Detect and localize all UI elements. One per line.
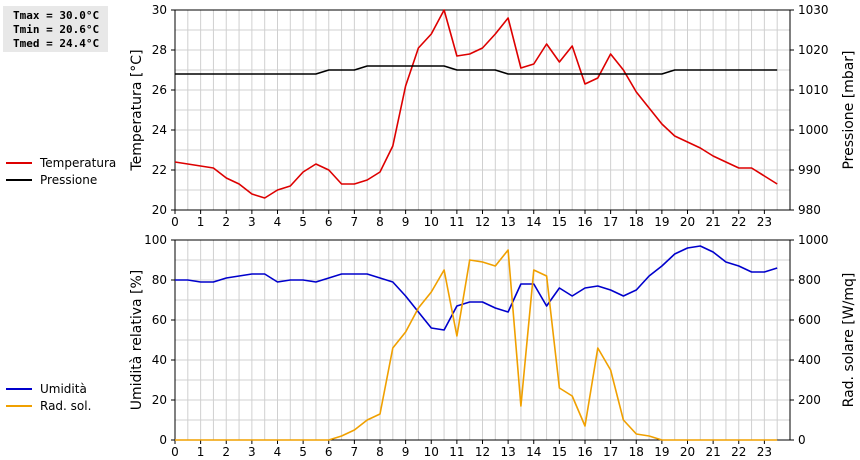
legend-swatch-temperatura bbox=[6, 161, 32, 164]
panel1-y-left-tick-label: 26 bbox=[152, 83, 167, 97]
stats-box: Tmax = 30.0°C Tmin = 20.6°C Tmed = 24.4°… bbox=[3, 6, 108, 52]
panel2-y-right-tick-label: 0 bbox=[798, 433, 806, 447]
panel2-y-right-tick-label: 1000 bbox=[798, 233, 829, 247]
panel1-ylabel-left: Temperatura [°C] bbox=[129, 49, 145, 171]
panel1-x-tick-label: 16 bbox=[577, 215, 592, 229]
stat-tmax: Tmax = 30.0°C bbox=[13, 9, 100, 22]
panel2-x-tick-label: 18 bbox=[629, 445, 644, 459]
panel2-x-tick-label: 5 bbox=[299, 445, 307, 459]
panel2-x-tick-label: 8 bbox=[376, 445, 384, 459]
panel2-y-right-tick-label: 800 bbox=[798, 273, 821, 287]
panel1-x-tick-label: 8 bbox=[376, 215, 384, 229]
panel1-x-tick-label: 9 bbox=[402, 215, 410, 229]
panel2-x-tick-label: 2 bbox=[222, 445, 230, 459]
panel2-ylabel-right: Rad. solare [W/mq] bbox=[841, 273, 857, 408]
panel1-x-tick-label: 10 bbox=[424, 215, 439, 229]
panel2-x-tick-label: 7 bbox=[351, 445, 359, 459]
panel1-x-tick-label: 0 bbox=[171, 215, 179, 229]
legend-item-temperatura: Temperatura bbox=[6, 154, 116, 171]
panel1-ylabel-right: Pressione [mbar] bbox=[841, 50, 857, 169]
panel1-x-tick-label: 5 bbox=[299, 215, 307, 229]
panel2-x-tick-label: 14 bbox=[526, 445, 541, 459]
panel2-x-tick-label: 9 bbox=[402, 445, 410, 459]
panel2-x-tick-label: 23 bbox=[757, 445, 772, 459]
panel1-y-right-tick-label: 980 bbox=[798, 203, 821, 217]
panel2-ylabel-left: Umidità relativa [%] bbox=[129, 270, 145, 411]
panel2-y-left-tick-label: 80 bbox=[152, 273, 167, 287]
legend-item-pressione: Pressione bbox=[6, 171, 116, 188]
legend-top: Temperatura Pressione bbox=[6, 154, 116, 188]
panel1-x-tick-label: 12 bbox=[475, 215, 490, 229]
panel1-y-right-tick-label: 1000 bbox=[798, 123, 829, 137]
panel1-x-tick-label: 21 bbox=[705, 215, 720, 229]
panel1-y-left-tick-label: 20 bbox=[152, 203, 167, 217]
panel2-y-left-tick-label: 20 bbox=[152, 393, 167, 407]
panel2-x-tick-label: 4 bbox=[274, 445, 282, 459]
panel1-x-tick-label: 22 bbox=[731, 215, 746, 229]
panel2-x-tick-label: 10 bbox=[424, 445, 439, 459]
panel1-x-tick-label: 20 bbox=[680, 215, 695, 229]
legend-label-temperatura: Temperatura bbox=[40, 155, 117, 170]
panel1-x-tick-label: 18 bbox=[629, 215, 644, 229]
panel1-x-tick-label: 2 bbox=[222, 215, 230, 229]
panel2-x-tick-label: 22 bbox=[731, 445, 746, 459]
panel1-x-tick-label: 15 bbox=[552, 215, 567, 229]
panel2-x-tick-label: 13 bbox=[500, 445, 515, 459]
legend-item-umidita: Umidità bbox=[6, 380, 91, 397]
stat-tmin: Tmin = 20.6°C bbox=[13, 23, 100, 36]
panel1-x-tick-label: 14 bbox=[526, 215, 541, 229]
panel2-x-tick-label: 12 bbox=[475, 445, 490, 459]
panel2-y-left-tick-label: 100 bbox=[144, 233, 167, 247]
panel2-x-tick-label: 6 bbox=[325, 445, 333, 459]
panel1-y-left-tick-label: 28 bbox=[152, 43, 167, 57]
panel1-y-left-tick-label: 22 bbox=[152, 163, 167, 177]
panel1-x-tick-label: 11 bbox=[449, 215, 464, 229]
panel2-y-left-tick-label: 40 bbox=[152, 353, 167, 367]
panel1-x-tick-label: 1 bbox=[197, 215, 205, 229]
panel2-y-left-tick-label: 0 bbox=[159, 433, 167, 447]
panel2-x-tick-label: 1 bbox=[197, 445, 205, 459]
panel1-y-left-tick-label: 30 bbox=[152, 3, 167, 17]
panel1-series-temperatura bbox=[174, 9, 778, 199]
panel1-y-right-tick-label: 1020 bbox=[798, 43, 829, 57]
panel1-x-tick-label: 3 bbox=[248, 215, 256, 229]
stat-tmed: Tmed = 24.4°C bbox=[13, 37, 100, 50]
panel1-x-tick-label: 4 bbox=[274, 215, 282, 229]
legend-label-umidita: Umidità bbox=[40, 381, 87, 396]
panel2-x-tick-label: 21 bbox=[705, 445, 720, 459]
panel1-y-right-tick-label: 1010 bbox=[798, 83, 829, 97]
panel2-x-tick-label: 3 bbox=[248, 445, 256, 459]
panel1-x-tick-label: 6 bbox=[325, 215, 333, 229]
panel2-x-tick-label: 15 bbox=[552, 445, 567, 459]
panel1-x-tick-label: 13 bbox=[500, 215, 515, 229]
panel1-x-tick-label: 23 bbox=[757, 215, 772, 229]
panel2-y-right-tick-label: 400 bbox=[798, 353, 821, 367]
panel2-x-tick-label: 16 bbox=[577, 445, 592, 459]
panel2-y-left-tick-label: 60 bbox=[152, 313, 167, 327]
legend-swatch-umidita bbox=[6, 387, 32, 390]
panel2-y-right-tick-label: 600 bbox=[798, 313, 821, 327]
panel2-x-tick-label: 17 bbox=[603, 445, 618, 459]
panel2-series-umidita bbox=[175, 245, 778, 331]
panel2-series-rad-sol bbox=[175, 249, 778, 441]
legend-label-pressione: Pressione bbox=[40, 172, 98, 187]
panel1-y-left-tick-label: 24 bbox=[152, 123, 167, 137]
panel1-x-tick-label: 19 bbox=[654, 215, 669, 229]
panel2-x-tick-label: 20 bbox=[680, 445, 695, 459]
legend-item-rad-sol: Rad. sol. bbox=[6, 397, 91, 414]
panel1-y-right-tick-label: 990 bbox=[798, 163, 821, 177]
legend-swatch-pressione bbox=[6, 178, 32, 181]
panel2-y-right-tick-label: 200 bbox=[798, 393, 821, 407]
panel2-x-tick-label: 19 bbox=[654, 445, 669, 459]
panel2-x-tick-label: 0 bbox=[171, 445, 179, 459]
panel2-x-tick-label: 11 bbox=[449, 445, 464, 459]
legend-label-rad-sol: Rad. sol. bbox=[40, 398, 92, 413]
panel1-x-tick-label: 7 bbox=[351, 215, 359, 229]
legend-bottom: Umidità Rad. sol. bbox=[6, 380, 91, 414]
panel1-x-tick-label: 17 bbox=[603, 215, 618, 229]
legend-swatch-rad-sol bbox=[6, 404, 32, 407]
panel1-y-right-tick-label: 1030 bbox=[798, 3, 829, 17]
panel1-series-pressione bbox=[175, 65, 778, 75]
